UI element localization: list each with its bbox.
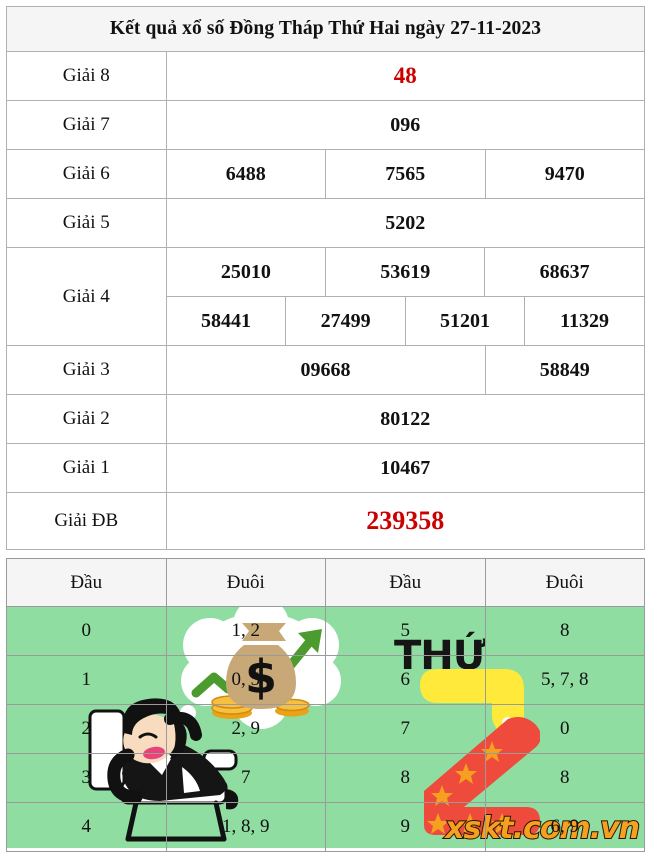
dau-right-value: 6 [325, 655, 486, 705]
dau-right-value: 5 [325, 606, 486, 656]
head-tail-row: 0 1, 2 5 8 [6, 606, 645, 656]
prize-2-number: 80122 [165, 394, 645, 444]
column-header-dau-left: Đầu [6, 558, 167, 607]
table-row-prize-4a: Giải 4 25010 53619 68637 [6, 247, 645, 346]
duoi-left-value: 2, 9 [165, 704, 326, 754]
prize-label-5: Giải 5 [6, 198, 167, 248]
table-row-prize-1: Giải 1 10467 [6, 443, 645, 493]
duoi-left-value: 1, 8, 9 [165, 802, 326, 852]
duoi-left-value: 1, 2 [165, 606, 326, 656]
prize-label-8: Giải 8 [6, 51, 167, 101]
prize-4-row-1: 25010 53619 68637 [165, 247, 645, 297]
duoi-right-value: 6, 9 [484, 802, 645, 852]
dau-left-value: 1 [6, 655, 167, 705]
head-tail-row: 1 0, 5 6 5, 7, 8 [6, 655, 645, 705]
prize-6-number-1: 6488 [165, 149, 326, 199]
prize-label-7: Giải 7 [6, 100, 167, 150]
lottery-result-page: Kết quả xổ số Đồng Tháp Thứ Hai ngày 27-… [0, 6, 651, 856]
prize-4-number-5: 27499 [285, 297, 406, 345]
prize-4-number-6: 51201 [405, 297, 526, 345]
prize-7-number: 096 [165, 100, 645, 150]
column-header-duoi-right: Đuôi [484, 558, 645, 607]
head-tail-row: 3 7 8 8 [6, 753, 645, 803]
dau-left-value: 4 [6, 802, 167, 852]
table-row-title: Kết quả xổ số Đồng Tháp Thứ Hai ngày 27-… [6, 6, 645, 52]
prize-8-number: 48 [393, 63, 417, 88]
prize-6-number-3: 9470 [484, 149, 645, 199]
prize-label-4: Giải 4 [6, 247, 167, 346]
prize-label-3: Giải 3 [6, 345, 167, 395]
prize-label-db: Giải ĐB [6, 492, 167, 550]
prize-label-1: Giải 1 [6, 443, 167, 493]
prize-label-6: Giải 6 [6, 149, 167, 199]
prize-4-row-2: 58441 27499 51201 11329 [165, 296, 645, 346]
head-tail-section: $ [6, 558, 645, 852]
page-title: Kết quả xổ số Đồng Tháp Thứ Hai ngày 27-… [6, 6, 645, 52]
duoi-right-value: 8 [484, 606, 645, 656]
dau-right-value: 9 [325, 802, 486, 852]
dau-left-value: 3 [6, 753, 167, 803]
table-row-prize-5: Giải 5 5202 [6, 198, 645, 248]
duoi-right-value: 0 [484, 704, 645, 754]
table-row-prize-2: Giải 2 80122 [6, 394, 645, 444]
head-tail-row: 2 2, 9 7 0 [6, 704, 645, 754]
prize-3-number-1: 09668 [165, 345, 486, 395]
prize-3-number-2: 58849 [484, 345, 645, 395]
duoi-left-value: 0, 5 [165, 655, 326, 705]
lottery-results-table: Kết quả xổ số Đồng Tháp Thứ Hai ngày 27-… [6, 6, 645, 550]
table-row-prize-7: Giải 7 096 [6, 100, 645, 150]
duoi-right-value: 8 [484, 753, 645, 803]
table-row-prize-4b: 58441 27499 51201 11329 [7, 296, 645, 346]
head-tail-row: 4 1, 8, 9 9 6, 9 [6, 802, 645, 852]
duoi-right-value: 5, 7, 8 [484, 655, 645, 705]
prize-4-number-7: 11329 [560, 309, 610, 332]
table-row-prize-3: Giải 3 09668 58849 [6, 345, 645, 395]
prize-4-number-3: 68637 [539, 260, 590, 283]
prize-5-number: 5202 [165, 198, 645, 248]
prize-4-number-4: 58441 [166, 297, 287, 345]
column-header-duoi-left: Đuôi [165, 558, 326, 607]
prize-db-value: 239358 [165, 492, 645, 550]
dau-left-value: 2 [6, 704, 167, 754]
prize-6-number-2: 7565 [325, 149, 486, 199]
prize-1-number: 10467 [165, 443, 645, 493]
prize-db-number: 239358 [366, 506, 445, 535]
prize-value-8: 48 [165, 51, 645, 101]
table-row-prize-8: Giải 8 48 [6, 51, 645, 101]
dau-left-value: 0 [6, 606, 167, 656]
head-tail-table: Đầu Đuôi Đầu Đuôi 0 1, 2 5 8 1 0, 5 6 5, [6, 558, 645, 852]
prize-label-2: Giải 2 [6, 394, 167, 444]
table-row-prize-db: Giải ĐB 239358 [6, 492, 645, 550]
dau-right-value: 8 [325, 753, 486, 803]
prize-4-number-1: 25010 [166, 248, 327, 296]
column-header-dau-right: Đầu [325, 558, 486, 607]
duoi-left-value: 7 [165, 753, 326, 803]
prize-4-number-2: 53619 [325, 248, 486, 296]
head-tail-header-row: Đầu Đuôi Đầu Đuôi [6, 558, 645, 607]
table-row-prize-6: Giải 6 6488 7565 9470 [6, 149, 645, 199]
dau-right-value: 7 [325, 704, 486, 754]
